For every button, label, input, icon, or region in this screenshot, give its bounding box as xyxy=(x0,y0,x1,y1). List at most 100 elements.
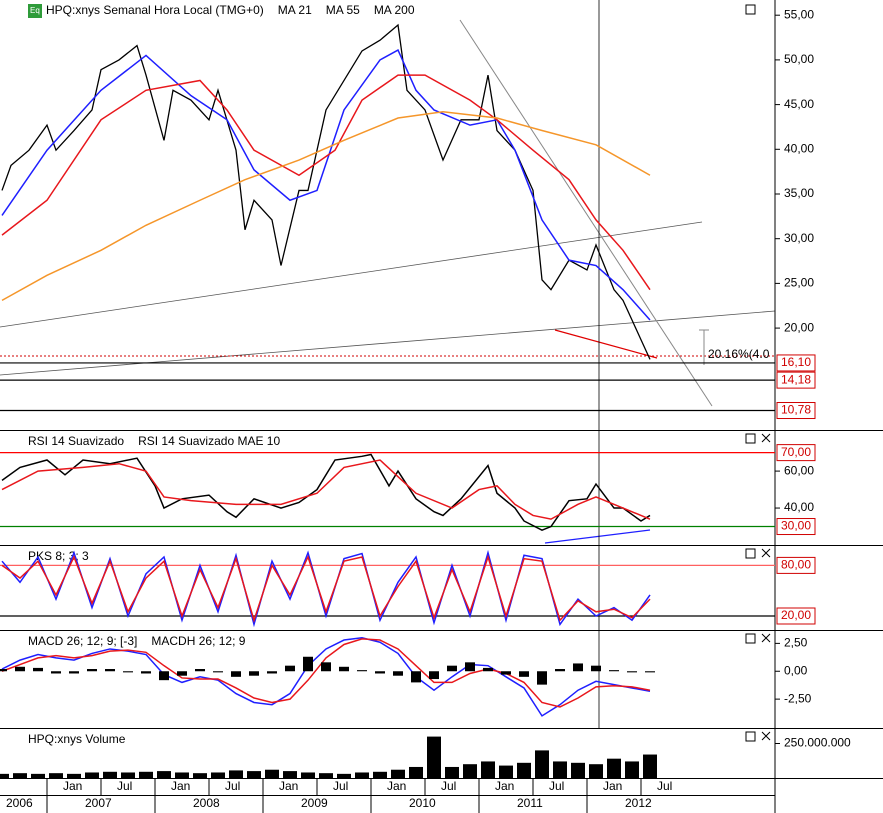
histogram-bar xyxy=(465,662,475,672)
volume-bar xyxy=(67,773,81,778)
level-box xyxy=(776,402,816,420)
series-line xyxy=(1,549,651,628)
y-tick-label: 40,00 xyxy=(784,500,814,514)
histogram-bar xyxy=(537,671,547,685)
y-tick-label: 55,00 xyxy=(784,7,814,21)
volume-bar xyxy=(0,773,9,778)
app-icon-label: Eq xyxy=(30,6,40,15)
series-line xyxy=(1,453,651,532)
level-box xyxy=(776,444,816,462)
volume-bar xyxy=(301,772,315,778)
volume-bar xyxy=(535,750,549,778)
legend-entry: MACDH 26; 12; 9 xyxy=(151,634,245,648)
volume-bar xyxy=(499,765,513,778)
level-box xyxy=(776,354,816,372)
histogram-bar xyxy=(0,669,7,672)
y-tick-label: 20,00 xyxy=(784,320,814,334)
histogram-bar xyxy=(447,665,457,672)
histogram-bar xyxy=(555,669,565,672)
histogram-bar xyxy=(141,671,151,674)
annotation: 20.16%(4.0 xyxy=(708,347,770,361)
volume-bar xyxy=(571,762,585,778)
series-line xyxy=(1,23,651,360)
volume-bar xyxy=(463,764,477,778)
level-label: 20,00 xyxy=(781,608,811,622)
volume-bar xyxy=(85,772,99,778)
panel-title: HPQ:xnys Volume xyxy=(28,732,126,746)
series-line xyxy=(1,49,651,321)
x-tick-label: Jan xyxy=(171,779,190,793)
volume-bar xyxy=(13,773,27,778)
y-tick-label: 60,00 xyxy=(784,463,814,477)
y-tick-label: 25,00 xyxy=(784,276,814,290)
histogram-bar xyxy=(645,671,655,673)
x-tick-label: Jan xyxy=(387,779,406,793)
legend-entry: MACD 26; 12; 9; [-3] xyxy=(28,634,137,648)
y-tick-label: 30,00 xyxy=(784,231,814,245)
volume-bar xyxy=(49,773,63,778)
x-tick-label: Jul xyxy=(657,779,672,793)
series-line xyxy=(1,554,651,623)
volume-bar xyxy=(265,769,279,778)
histogram-bar xyxy=(303,656,313,672)
histogram-bar xyxy=(69,671,79,674)
volume-bar xyxy=(355,772,369,778)
x-tick-label: Jul xyxy=(225,779,240,793)
y-tick-label: 0,00 xyxy=(784,663,808,677)
volume-bar xyxy=(625,761,639,778)
volume-bar xyxy=(517,762,531,778)
y-tick-label: 35,00 xyxy=(784,186,814,200)
window-icon[interactable] xyxy=(745,731,756,742)
x-tick-label: Jul xyxy=(441,779,456,793)
volume-bar xyxy=(373,771,387,778)
histogram-bar xyxy=(87,669,97,672)
year-label: 2010 xyxy=(409,796,436,810)
histogram-bar xyxy=(429,671,439,680)
series-line xyxy=(1,74,651,291)
legend-entry: RSI 14 Suavizado xyxy=(28,434,124,448)
window-icon[interactable] xyxy=(745,4,756,15)
level-label: 10,78 xyxy=(781,403,811,417)
level-label: 80,00 xyxy=(781,558,811,572)
histogram-bar xyxy=(177,671,187,676)
close-icon[interactable] xyxy=(761,433,771,741)
histogram-bar xyxy=(105,669,115,672)
volume-bar xyxy=(427,736,441,778)
y-tick-label: 40,00 xyxy=(784,141,814,155)
level-label: 70,00 xyxy=(781,445,811,459)
year-label: 2009 xyxy=(301,796,328,810)
histogram-bar xyxy=(501,671,511,675)
histogram-bar xyxy=(267,671,277,674)
series-line xyxy=(1,637,651,717)
x-tick-label: Jan xyxy=(279,779,298,793)
legend-entry: MA 200 xyxy=(374,3,415,17)
level-label: 14,18 xyxy=(781,372,811,386)
volume-bar xyxy=(121,772,135,778)
volume-bar xyxy=(553,761,567,778)
volume-bar xyxy=(445,766,459,778)
level-box xyxy=(776,371,816,389)
volume-bar xyxy=(139,771,153,778)
window-icon[interactable] xyxy=(745,433,756,444)
trend-line xyxy=(0,221,703,328)
level-box xyxy=(776,518,816,536)
histogram-bar xyxy=(339,666,349,672)
histogram-bar xyxy=(33,667,43,672)
volume-bar xyxy=(391,769,405,778)
histogram-bar xyxy=(249,671,259,676)
level-box xyxy=(776,607,816,625)
series-line xyxy=(1,110,651,302)
histogram-bar xyxy=(627,671,637,673)
level-label: 30,00 xyxy=(781,519,811,533)
series-line xyxy=(1,638,651,708)
histogram-bar xyxy=(591,665,601,672)
window-icon[interactable] xyxy=(745,548,756,559)
window-icon[interactable] xyxy=(745,633,756,644)
volume-bar xyxy=(319,773,333,778)
histogram-bar xyxy=(483,667,493,672)
year-label: 2012 xyxy=(625,796,652,810)
year-label: 2007 xyxy=(85,796,112,810)
x-tick-label: Jan xyxy=(495,779,514,793)
